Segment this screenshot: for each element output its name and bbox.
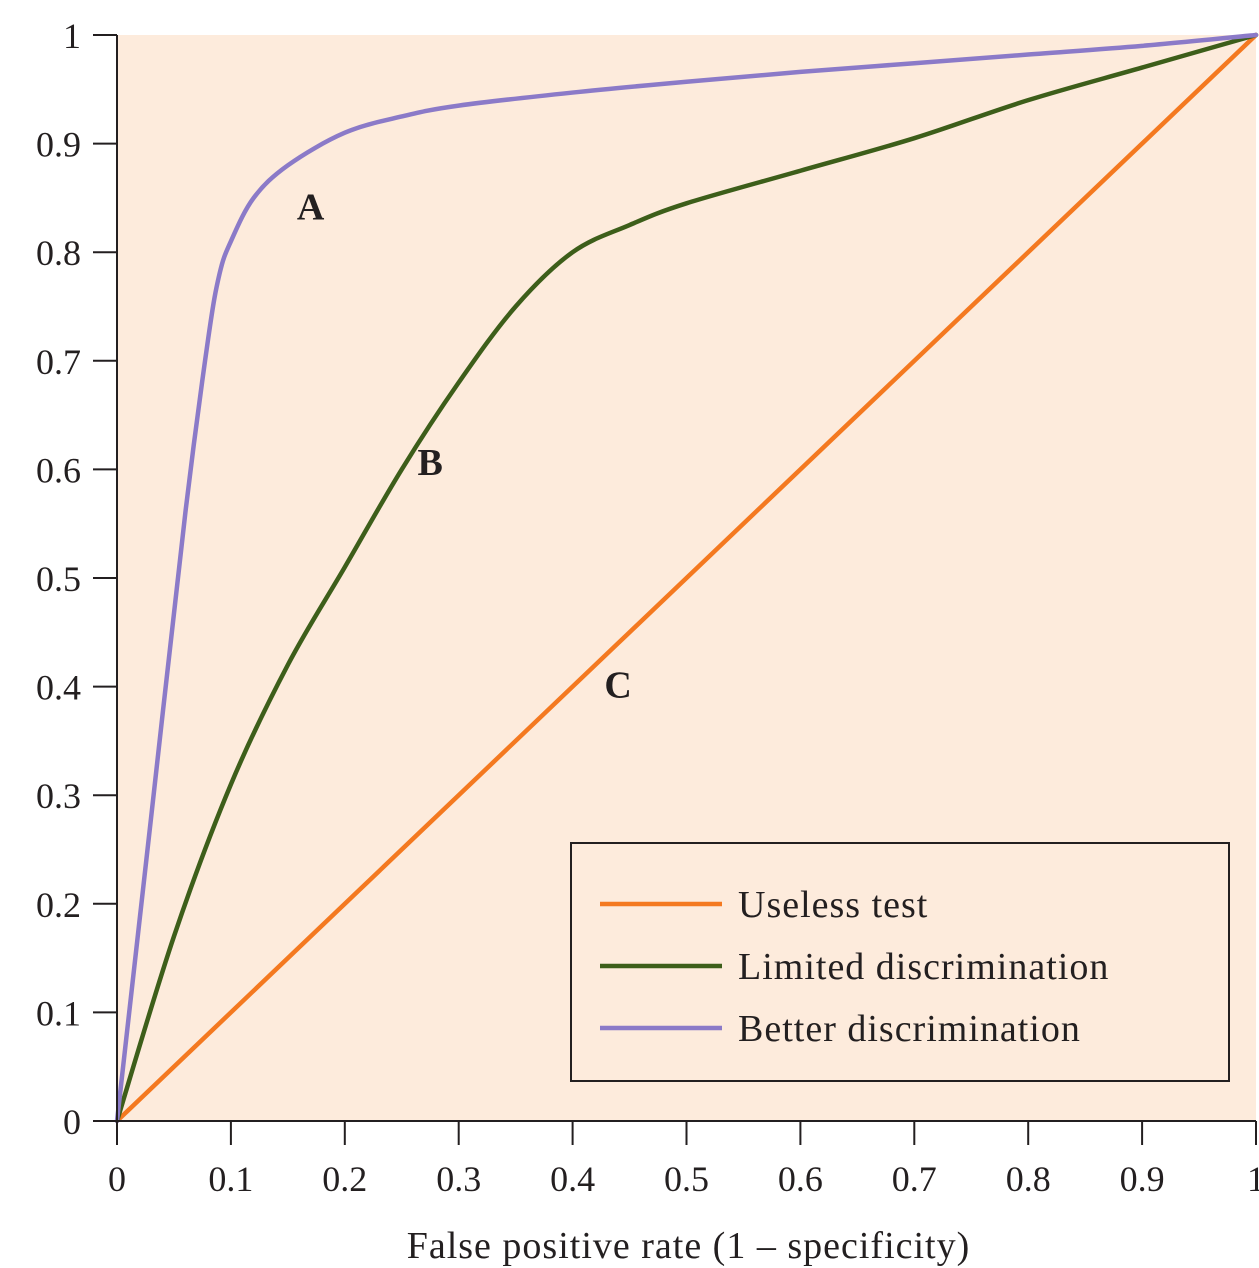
x-tick-label: 0.2 [322,1159,367,1199]
y-tick-label: 1 [63,16,81,56]
curve-label-a: A [297,187,325,229]
legend-entry-label: Better discrimination [738,1008,1081,1050]
legend-entry-label: Useless test [738,884,928,926]
x-tick-label: 0.5 [664,1159,709,1199]
x-tick-label: 0.8 [1006,1159,1051,1199]
axes: 0 0.1 0.2 0.3 0.4 0.5 0.6 0.7 0.8 0.9 1 0 0.1 0.2 0.3 0… [36,16,1259,1199]
y-tick-label: 0.4 [36,668,81,708]
curve-labels: A B C [297,187,632,707]
x-tick-label: 1 [1247,1159,1259,1199]
y-tick-label: 0.5 [36,559,81,599]
x-tick-label: 0.3 [436,1159,481,1199]
legend-box [570,842,1230,1082]
y-tick-label: 0 [63,1102,81,1142]
series-line-useless-test [114,32,1259,1124]
series-line-limited-discrimination [114,32,1259,1124]
y-tick-label: 0.2 [36,885,81,925]
curves-layer [114,32,1259,1124]
x-tick-label: 0.9 [1120,1159,1165,1199]
legend: Useless test Limited discrimination Better… [570,842,1230,1082]
x-tick-label: 0.1 [208,1159,253,1199]
y-tick-label: 0.6 [36,450,81,490]
y-tick-label: 0.9 [36,125,81,165]
curve-label-c: C [604,664,631,706]
y-tick-label: 0.7 [36,342,81,382]
x-tick-label: 0.6 [778,1159,823,1199]
x-tick-label: 0.4 [550,1159,595,1199]
series-line-better-discrimination [114,32,1259,1124]
x-tick-label: 0.7 [892,1159,937,1199]
x-axis-title: False positive rate (1 – specificity) [407,1225,971,1267]
y-tick-label: 0.1 [36,993,81,1033]
curve-label-b: B [418,442,443,484]
legend-entry-label: Limited discrimination [738,946,1109,988]
y-tick-label: 0.8 [36,233,81,273]
y-tick-label: 0.3 [36,776,81,816]
x-tick-label: 0 [108,1159,126,1199]
